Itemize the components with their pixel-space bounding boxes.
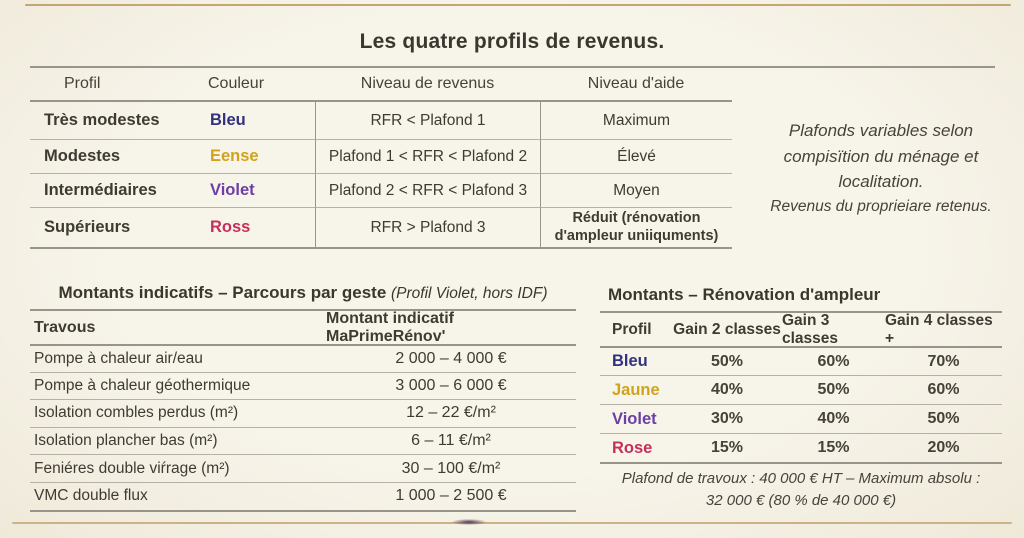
ampleur-row-profil: Rose [600, 433, 672, 462]
profiles-row-aide: Réduit (rénovation d'ampleur uniiquments… [540, 207, 732, 247]
profiles-row-revenus: RFR > Plafond 3 [315, 207, 540, 247]
gestes-row-label: Pompe à chaleur géothermique [30, 371, 326, 400]
ampleur-row-gain3: 60% [782, 346, 885, 375]
gestes-row-value: 2 000 – 4 000 € [326, 344, 576, 372]
profiles-row-aide: Élevé [540, 139, 732, 173]
ampleur-footer-line: 32 000 € (80 % de 40 000 €) [705, 491, 897, 509]
ampleur-row-profil: Bleu [600, 346, 672, 375]
ampleur-header-profil: Profil [612, 320, 652, 338]
profiles-row-couleur: Eense [200, 139, 315, 173]
ampleur-row-gain4: 50% [885, 404, 1002, 433]
profiles-header-aide: Niveau d'aide [587, 74, 685, 92]
ampleur-header-gain2: Gain 2 classes [673, 320, 781, 338]
profiles-row-revenus: Plafond 1 < RFR < Plafond 2 [315, 139, 540, 173]
gestes-section-title: Montants indicatifs – Parcours par geste… [30, 283, 576, 303]
gestes-header-travaux: Travous [34, 318, 96, 336]
gestes-row-value: 6 – 11 €/m² [326, 426, 576, 455]
gestes-header-montant: Montant indicatif MaPrimeRénov' [326, 309, 454, 345]
gestes-row-label: Pompe à chaleur air/eau [30, 344, 326, 372]
gestes-row-value: 12 – 22 €/m² [326, 399, 576, 427]
ampleur-row-gain4: 60% [885, 375, 1002, 404]
profiles-row-couleur: Violet [200, 173, 315, 207]
profiles-table: Profil Couleur Niveau de revenus Niveau … [30, 67, 732, 249]
ampleur-table: Profil Gain 2 classes Gain 3 classes Gai… [600, 311, 1002, 464]
gestes-title-note: (Profil Violet, hors IDF) [391, 285, 548, 302]
gestes-row-label: Feniéres double viŕrage (m²) [30, 454, 326, 482]
ampleur-row-gain4: 20% [885, 433, 1002, 462]
ampleur-section-title: Montants – Rénovation d'ampleur [608, 285, 881, 304]
side-note: Plafonds variables selon compisïtion du … [742, 118, 1020, 218]
ampleur-row-gain2: 50% [672, 346, 782, 375]
ampleur-row-gain3: 50% [782, 375, 885, 404]
profiles-row-profil: Intermédiaires [30, 173, 200, 207]
side-note-line: localitation. [838, 172, 924, 191]
bottom-accent-rule [12, 522, 1012, 524]
profiles-header-couleur: Couleur [208, 74, 265, 92]
top-accent-rule [25, 4, 1011, 6]
profiles-row-profil: Très modestes [30, 100, 200, 139]
ampleur-footer-note: Plafond de travoux : 40 000 € HT – Maxim… [596, 468, 1006, 512]
ampleur-row-gain2: 40% [672, 375, 782, 404]
side-note-line: Plafonds variables selon [788, 121, 974, 140]
profiles-header-profil: Profil [64, 74, 101, 92]
gestes-row-value: 3 000 – 6 000 € [326, 371, 576, 400]
profiles-row-profil: Modestes [30, 139, 200, 173]
gestes-row-label: Isolation plancher bas (m²) [30, 426, 326, 455]
ampleur-row-gain3: 15% [782, 433, 885, 462]
page-title: Les quatre profils de revenus. [359, 30, 665, 53]
ampleur-header-gain4: Gain 4 classes + [885, 311, 993, 347]
side-note-line: Revenus du proprieiare retenus. [770, 197, 992, 215]
ampleur-row-gain4: 70% [885, 346, 1002, 375]
gestes-row-label: Isolation combles perdus (m²) [30, 399, 326, 427]
ampleur-row-profil: Violet [600, 404, 672, 433]
profiles-row-revenus: Plafond 2 < RFR < Plafond 3 [315, 173, 540, 207]
gestes-row-label: VMC double flux [30, 481, 326, 510]
ampleur-row-gain3: 40% [782, 404, 885, 433]
ampleur-row-gain2: 15% [672, 433, 782, 462]
ampleur-footer-line: Plafond de travoux : 40 000 € HT – Maxim… [621, 470, 981, 487]
profiles-row-aide: Moyen [540, 173, 732, 207]
profiles-header-revenus: Niveau de revenus [360, 74, 495, 92]
profiles-row-couleur: Bleu [200, 100, 315, 139]
gestes-table: Travous Montant indicatif MaPrimeRénov' … [30, 309, 576, 512]
gestes-row-value: 30 – 100 €/m² [326, 454, 576, 482]
side-note-line: compisïtion du ménage et [783, 146, 979, 166]
gestes-title-main: Montants indicatifs – Parcours par geste [58, 283, 392, 302]
gestes-row-value: 1 000 – 2 500 € [326, 481, 576, 510]
profiles-row-couleur: Ross [200, 207, 315, 247]
profiles-row-aide: Maximum [540, 100, 732, 139]
profiles-row-revenus: RFR < Plafond 1 [315, 100, 540, 139]
ampleur-row-profil: Jaune [600, 375, 672, 404]
ampleur-row-gain2: 30% [672, 404, 782, 433]
ink-smudge-mark [452, 519, 486, 525]
title-divider-rule [30, 66, 995, 68]
ampleur-header-gain3: Gain 3 classes [782, 311, 839, 347]
profiles-row-profil: Supérieurs [30, 207, 200, 247]
